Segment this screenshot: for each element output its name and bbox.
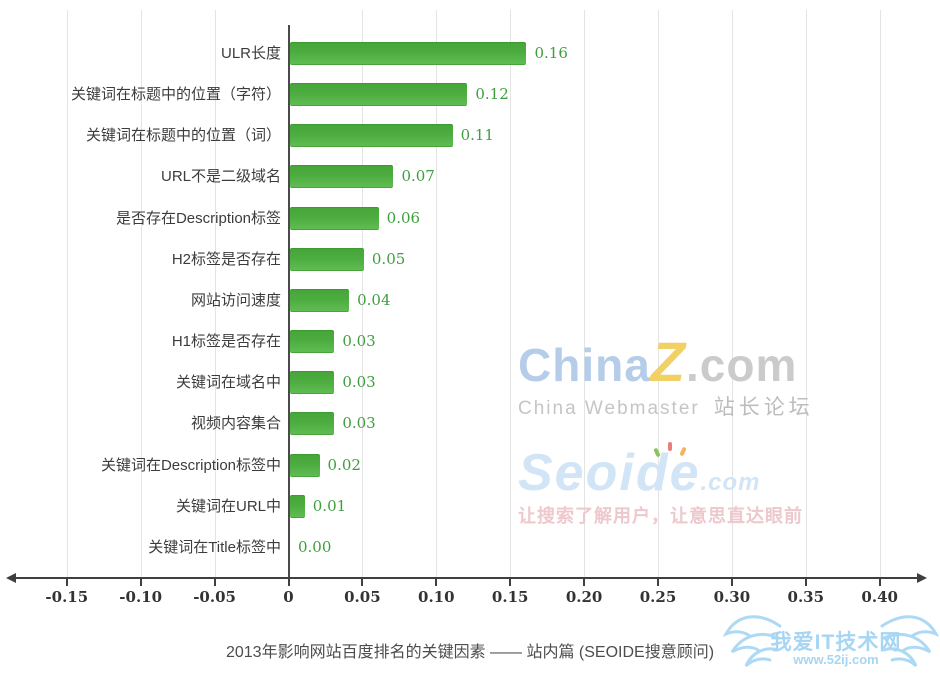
- category-label: 关键词在标题中的位置（词）: [85, 127, 281, 145]
- category-label: 网站访问速度: [190, 291, 281, 309]
- bar: [290, 371, 335, 395]
- bar: [290, 453, 320, 477]
- chinaz-subtitle-en: China Webmaster: [518, 398, 700, 419]
- axis-tick-label: 0: [283, 588, 294, 606]
- zero-baseline: [287, 25, 290, 578]
- value-label: 0.11: [460, 126, 494, 145]
- value-label: 0.01: [312, 496, 347, 515]
- bar: [290, 412, 335, 436]
- category-label: H1标签是否存在: [171, 333, 281, 351]
- category-label: H2标签是否存在: [171, 250, 281, 268]
- bar: [290, 288, 350, 312]
- axis-arrow-left-icon: [6, 573, 16, 583]
- seoide-spark-icon: [679, 446, 687, 457]
- value-label: 0.03: [342, 332, 376, 351]
- seoide-word: Seoide: [518, 444, 701, 502]
- watermark-chinaz: ChinaZ.com China Webmaster 站长论坛: [518, 334, 848, 421]
- chinaz-subtitle-cn: 站长论坛: [713, 396, 814, 419]
- value-label: 0.07: [401, 167, 435, 186]
- category-label: 关键词在域名中: [175, 374, 281, 392]
- bar: [290, 165, 394, 189]
- chinaz-com: .com: [686, 339, 798, 391]
- axis-tick-label: 0.25: [639, 588, 677, 606]
- axis-tick: [361, 577, 364, 586]
- axis-tick: [139, 577, 142, 586]
- bar: [290, 247, 364, 271]
- seoide-spark-icon: [653, 447, 661, 458]
- gridline: [584, 10, 586, 578]
- axis-tick: [287, 577, 290, 586]
- axis-tick-label: 0.40: [861, 588, 898, 606]
- chart-title: 2013年影响网站百度排名的关键因素 —— 站内篇 (SEOIDE搜意顾问): [225, 644, 715, 661]
- axis-tick-label: -0.15: [45, 588, 89, 606]
- bar: [290, 330, 335, 354]
- category-label: 视频内容集合: [190, 415, 281, 433]
- category-label: 关键词在URL中: [175, 497, 281, 515]
- gridline: [214, 10, 216, 578]
- value-label: 0.03: [342, 414, 376, 433]
- value-label: 0.05: [371, 249, 406, 268]
- axis-tick: [730, 577, 733, 586]
- gridline: [731, 10, 733, 578]
- axis-tick-label: -0.10: [119, 588, 163, 606]
- seoide-spark-icon: [668, 442, 672, 451]
- value-label: 0.06: [386, 208, 421, 227]
- chinaz-subtitle: China Webmaster 站长论坛: [518, 391, 848, 421]
- category-label: 是否存在Description标签: [115, 209, 281, 227]
- axis-tick: [65, 577, 68, 586]
- axis-tick-label: 0.20: [565, 588, 603, 606]
- axis-tick-label: 0.15: [491, 588, 529, 606]
- gridline: [879, 10, 881, 578]
- bar: [290, 42, 527, 65]
- chinaz-logo-text: ChinaZ.com: [518, 334, 848, 391]
- bar: [290, 83, 468, 107]
- gridline: [140, 10, 142, 578]
- category-label: URL不是二级域名: [160, 168, 281, 186]
- category-label: 关键词在Title标签中: [148, 538, 281, 556]
- category-label: ULR长度: [220, 45, 281, 62]
- axis-tick-label: 0.10: [418, 588, 455, 606]
- axis-tick-label: 0.30: [713, 588, 751, 606]
- gridline: [510, 10, 512, 578]
- seoide-tagline: 让搜索了解用户，让意思直达眼前: [518, 506, 803, 526]
- seoide-logo-text: Seoide.com: [518, 447, 858, 499]
- seoide-com: .com: [700, 469, 761, 496]
- gridline: [436, 10, 438, 578]
- axis-tick-label: 0.05: [344, 588, 381, 606]
- axis-tick: [435, 577, 438, 586]
- gridline: [658, 10, 659, 578]
- value-label: 0.16: [534, 44, 568, 62]
- bar: [290, 494, 305, 518]
- bar: [290, 206, 379, 230]
- value-label: 0.12: [475, 85, 509, 104]
- axis-tick: [804, 577, 807, 586]
- gridline: [805, 10, 807, 578]
- x-axis-line: [14, 577, 917, 579]
- axis-tick: [509, 577, 512, 586]
- chinaz-z: Z: [650, 330, 686, 393]
- gridline: [362, 10, 364, 578]
- axis-tick-label: 0.35: [787, 588, 825, 606]
- gridline: [66, 10, 68, 578]
- value-label: 0.00: [298, 537, 332, 556]
- watermark-seoide: Seoide.com 让搜索了解用户，让意思直达眼前: [518, 442, 858, 528]
- axis-tick: [583, 577, 586, 586]
- axis-tick-label: -0.05: [193, 588, 236, 606]
- value-label: 0.02: [327, 455, 361, 474]
- category-label: 关键词在Description标签中: [100, 456, 281, 474]
- axis-tick: [657, 577, 659, 586]
- value-label: 0.03: [342, 373, 376, 392]
- bar: [290, 124, 453, 148]
- axis-tick: [213, 577, 216, 586]
- axis-tick: [878, 577, 881, 586]
- value-label: 0.04: [357, 290, 391, 309]
- axis-arrow-right-icon: [916, 573, 927, 583]
- category-label: 关键词在标题中的位置（字符）: [70, 86, 281, 104]
